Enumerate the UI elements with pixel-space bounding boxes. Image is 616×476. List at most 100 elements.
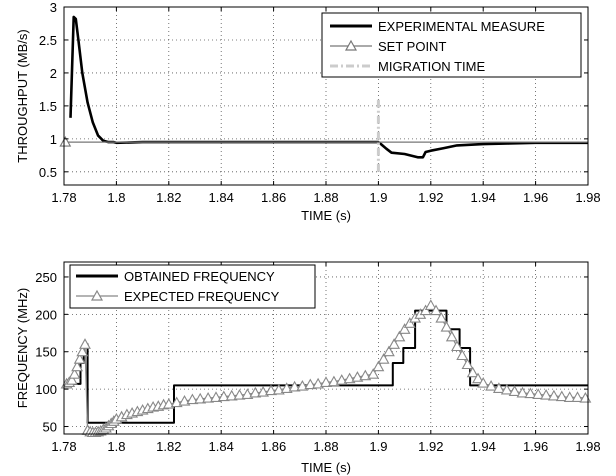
series-expected-frequency-marker: [372, 360, 385, 372]
series-expected-frequency-marker: [430, 304, 442, 316]
series-expected-frequency-marker: [393, 330, 406, 342]
series-expected-frequency-marker: [79, 338, 91, 349]
x-axis-title: TIME (s): [301, 208, 351, 223]
series-expected-frequency-marker: [194, 392, 207, 404]
series-expected-frequency-marker: [280, 382, 293, 393]
series-expected-frequency-marker: [377, 353, 390, 364]
series-expected-frequency-marker: [571, 391, 584, 402]
series-expected-frequency-marker: [508, 385, 521, 396]
x-tick-label: 1.92: [418, 439, 443, 454]
plot-lines: [59, 15, 588, 172]
series-expected-frequency-marker: [210, 391, 222, 402]
x-axis-title: TIME (s): [301, 460, 351, 475]
series-expected-frequency-marker: [500, 383, 513, 395]
y-tick-label: 200: [35, 307, 57, 322]
ticks: 1.78 1.8 1.82 1.84 1.86 1.88 1.9 1.92 1.94 1.96 1.…: [39, 0, 601, 205]
series-expected-frequency-marker: [398, 323, 411, 334]
legend-box: [69, 264, 316, 309]
y-tick-label: 100: [35, 382, 57, 397]
x-tick-label: 1.82: [156, 190, 181, 205]
x-tick-label: 1.92: [418, 190, 443, 205]
series-expected-frequency-marker: [170, 396, 183, 408]
legend-marker-setpoint: [344, 39, 358, 51]
y-axis-title: THROUGHPUT (MB/s): [15, 29, 30, 162]
y-tick-label: 50: [43, 420, 57, 435]
series-expected-frequency-marker: [76, 345, 89, 357]
series-expected-frequency-marker: [359, 369, 372, 381]
series-expected-frequency-marker: [312, 377, 325, 389]
throughput-chart: 1.78 1.8 1.82 1.84 1.86 1.88 1.9 1.92 1.94 1.96 1.…: [15, 0, 601, 223]
ticks: 1.78 1.8 1.82 1.84 1.86 1.88 1.9 1.92 1.94 1.96 1.…: [35, 262, 601, 454]
series-expected-frequency-marker: [65, 374, 78, 385]
series-expected-frequency-marker: [419, 304, 432, 316]
series-expected-frequency-marker: [73, 353, 86, 364]
series-expected-frequency-marker: [461, 358, 474, 370]
legend: OBTAINED FREQUENCY EXPECTED FREQUENCY: [69, 264, 316, 309]
series-expected-frequency-marker: [335, 374, 348, 385]
series-expected-frequency-marker: [320, 376, 332, 387]
series-expected-frequency-marker: [71, 360, 84, 372]
series-expected-frequency-marker: [492, 382, 505, 393]
legend-label-migration: MIGRATION TIME: [378, 59, 485, 74]
legend-marker-expected: [90, 289, 104, 301]
y-tick-label: 0.5: [39, 165, 57, 180]
series-expected-frequency-marker: [563, 391, 576, 402]
series-expected-frequency-marker: [477, 376, 490, 388]
series-expected-frequency-marker: [540, 388, 553, 400]
x-tick-label: 1.9: [369, 439, 387, 454]
x-tick-label: 1.82: [156, 439, 181, 454]
x-tick-label: 1.9: [369, 190, 387, 205]
series-expected-frequency-marker: [367, 368, 380, 379]
series-set-point-marker: [59, 135, 72, 147]
legend-label-setpoint: SET POINT: [378, 39, 446, 54]
series-expected-frequency-marker: [265, 384, 277, 396]
series-expected-frequency-marker: [217, 390, 230, 402]
x-tick-label: 1.94: [471, 190, 496, 205]
series-expected-frequency-marker: [162, 397, 175, 409]
series-expected-frequency-marker: [233, 388, 246, 400]
y-tick-label: 2.5: [39, 33, 57, 48]
x-tick-label: 1.98: [575, 190, 600, 205]
series-expected-frequency-marker: [532, 388, 545, 399]
series-expected-frequency-marker: [351, 371, 364, 382]
series-expected-frequency-marker: [257, 385, 270, 397]
series-expected-frequency-marker: [547, 389, 560, 401]
y-tick-label: 1: [50, 132, 57, 147]
series-expected-frequency-marker: [249, 386, 262, 398]
x-tick-label: 1.8: [107, 190, 125, 205]
series-expected-frequency-marker: [445, 330, 458, 342]
series-expected-frequency-marker: [327, 375, 340, 387]
x-tick-label: 1.98: [575, 439, 600, 454]
series-expected-frequency-marker: [388, 338, 401, 349]
x-tick-label: 1.88: [313, 439, 338, 454]
legend-label-expected: EXPECTED FREQUENCY: [124, 289, 280, 304]
x-tick-label: 1.96: [523, 190, 548, 205]
series-expected-frequency-marker: [451, 340, 463, 352]
series-expected-frequency-marker: [440, 320, 453, 332]
series-expected-frequency-marker: [202, 391, 215, 403]
y-tick-label: 150: [35, 345, 57, 360]
series-expected-frequency-marker: [466, 366, 479, 378]
series-expected-frequency-marker: [186, 393, 199, 405]
x-tick-label: 1.84: [209, 439, 234, 454]
series-expected-frequency-marker: [296, 379, 309, 391]
series-expected-frequency-marker: [272, 383, 285, 395]
x-tick-label: 1.84: [209, 190, 234, 205]
y-tick-label: 3: [50, 0, 57, 15]
series-expected-frequency-marker: [403, 317, 416, 328]
x-tick-label: 1.8: [107, 439, 125, 454]
series-expected-frequency-marker: [382, 345, 395, 357]
x-tick-label: 1.86: [261, 439, 286, 454]
x-tick-label: 1.94: [471, 439, 496, 454]
series-expected-frequency-marker: [516, 386, 529, 398]
y-tick-label: 1.5: [39, 99, 57, 114]
legend-label-obtained: OBTAINED FREQUENCY: [124, 269, 275, 284]
series-expected-frequency-marker: [555, 390, 568, 402]
y-axis-title: FREQUENCY (MHz): [15, 288, 30, 408]
series-expected-frequency-marker: [472, 372, 484, 384]
series-expected-frequency-marker: [288, 380, 301, 392]
legend: EXPERIMENTAL MEASURE SET POINT MIGRATION…: [321, 12, 582, 78]
series-expected-frequency-marker: [424, 299, 437, 310]
x-tick-label: 1.96: [523, 439, 548, 454]
